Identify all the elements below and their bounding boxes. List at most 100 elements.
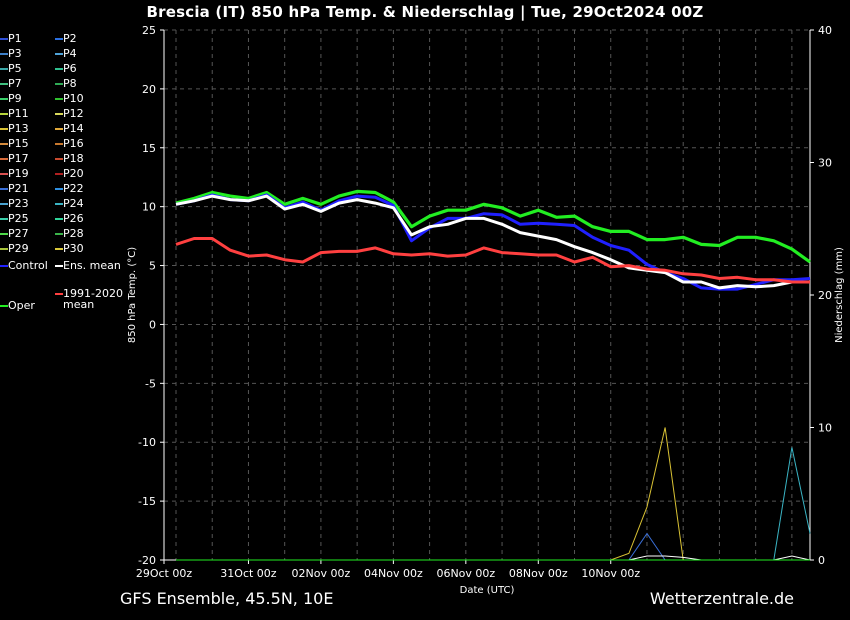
y2-tick-label: 30 xyxy=(818,157,832,170)
legend-label: Oper xyxy=(8,299,35,312)
legend-swatch xyxy=(55,173,63,175)
legend-swatch xyxy=(0,188,8,190)
y-tick-label: -20 xyxy=(138,554,156,567)
legend-swatch xyxy=(55,158,63,160)
legend-label: P24 xyxy=(63,197,84,210)
legend: P1 P2 P3 P4 P5 P6 P7 P8 P9 P10 P11 P12 P13 P14 P15 P16 P… xyxy=(0,32,130,332)
precip-line-p13 xyxy=(176,427,810,561)
legend-swatch xyxy=(0,305,8,307)
legend-label: P7 xyxy=(8,77,22,90)
legend-label: P23 xyxy=(8,197,29,210)
temp-line-control xyxy=(175,193,811,291)
x-tick-label: 10Nov 00z xyxy=(581,567,640,580)
y-axis-label: 850 hPa Temp. (°C) xyxy=(127,247,138,343)
temp-line-oper xyxy=(175,189,811,264)
legend-label: P15 xyxy=(8,137,29,150)
legend-swatch xyxy=(55,83,63,85)
legend-label: P11 xyxy=(8,107,29,120)
legend-label: P10 xyxy=(63,92,84,105)
y-tick-label: 25 xyxy=(142,24,156,37)
temp-line-ens-mean xyxy=(175,194,810,290)
y-tick-label: 15 xyxy=(142,142,156,155)
legend-label: P9 xyxy=(8,92,22,105)
y-tick-label: -10 xyxy=(138,436,156,449)
legend-swatch xyxy=(0,265,8,267)
legend-label: P8 xyxy=(63,77,77,90)
legend-label: P1 xyxy=(8,32,22,45)
legend-swatch xyxy=(55,68,63,70)
y-tick-label: -15 xyxy=(138,495,156,508)
x-tick-label: 06Nov 00z xyxy=(436,567,495,580)
y-tick-label: 5 xyxy=(149,260,156,273)
legend-swatch xyxy=(0,83,8,85)
legend-label: Control xyxy=(8,259,48,272)
legend-label: P29 xyxy=(8,242,29,255)
legend-swatch xyxy=(0,233,8,235)
y2-tick-label: 40 xyxy=(818,24,832,37)
y2-tick-label: 20 xyxy=(818,289,832,302)
legend-label: P22 xyxy=(63,182,84,195)
legend-swatch xyxy=(0,53,8,55)
x-tick-label: 31Oct 00z xyxy=(220,567,277,580)
legend-label: P30 xyxy=(63,242,84,255)
legend-swatch xyxy=(55,98,63,100)
x-tick-label: 08Nov 00z xyxy=(509,567,568,580)
legend-swatch xyxy=(0,143,8,145)
legend-swatch xyxy=(0,98,8,100)
y2-tick-label: 10 xyxy=(818,422,832,435)
precip-line-p24 xyxy=(176,447,811,561)
legend-swatch xyxy=(55,188,63,190)
x-tick-label: 02Nov 00z xyxy=(292,567,351,580)
legend-label: P28 xyxy=(63,227,84,240)
legend-label: P27 xyxy=(8,227,29,240)
legend-swatch xyxy=(55,293,63,295)
y-tick-label: 10 xyxy=(142,201,156,214)
legend-swatch xyxy=(0,113,8,115)
chart-title: Brescia (IT) 850 hPa Temp. & Niederschla… xyxy=(146,3,704,21)
legend-swatch xyxy=(0,68,8,70)
legend-label: P20 xyxy=(63,167,84,180)
legend-label: P3 xyxy=(8,47,22,60)
legend-swatch xyxy=(0,38,8,40)
legend-swatch xyxy=(55,53,63,55)
legend-label: P12 xyxy=(63,107,84,120)
legend-swatch xyxy=(55,265,63,267)
legend-label: P6 xyxy=(63,62,77,75)
legend-label: P17 xyxy=(8,152,29,165)
legend-swatch xyxy=(55,113,63,115)
precip-line-p21 xyxy=(176,532,810,561)
x-tick-label: 04Nov 00z xyxy=(364,567,423,580)
legend-swatch xyxy=(55,203,63,205)
x-tick-label: 29Oct 00z xyxy=(136,567,193,580)
legend-label: P5 xyxy=(8,62,22,75)
legend-label: Ens. mean xyxy=(63,259,121,272)
temp-line-1991-2020-mean xyxy=(175,237,810,284)
footer-brand: Wetterzentrale.de xyxy=(649,589,794,608)
legend-label: P21 xyxy=(8,182,29,195)
legend-swatch xyxy=(55,248,63,250)
y-tick-label: 20 xyxy=(142,83,156,96)
legend-swatch xyxy=(0,173,8,175)
legend-label: P2 xyxy=(63,32,77,45)
y2-tick-label: 0 xyxy=(818,554,825,567)
legend-swatch xyxy=(55,143,63,145)
legend-swatch xyxy=(0,158,8,160)
legend-swatch xyxy=(0,128,8,130)
legend-label: P19 xyxy=(8,167,29,180)
legend-label: P18 xyxy=(63,152,84,165)
y-tick-label: 0 xyxy=(149,318,156,331)
precip-line-ens-mean xyxy=(176,555,811,561)
legend-label: P13 xyxy=(8,122,29,135)
legend-label: P25 xyxy=(8,212,29,225)
legend-swatch xyxy=(0,248,8,250)
legend-label: P14 xyxy=(63,122,84,135)
footer-model-info: GFS Ensemble, 45.5N, 10E xyxy=(120,589,334,608)
legend-label: P4 xyxy=(63,47,77,60)
legend-swatch xyxy=(0,218,8,220)
legend-label: 1991-2020 mean xyxy=(63,287,123,311)
legend-swatch xyxy=(55,218,63,220)
x-axis-label: Date (UTC) xyxy=(460,585,515,596)
legend-swatch xyxy=(0,203,8,205)
legend-swatch xyxy=(55,128,63,130)
